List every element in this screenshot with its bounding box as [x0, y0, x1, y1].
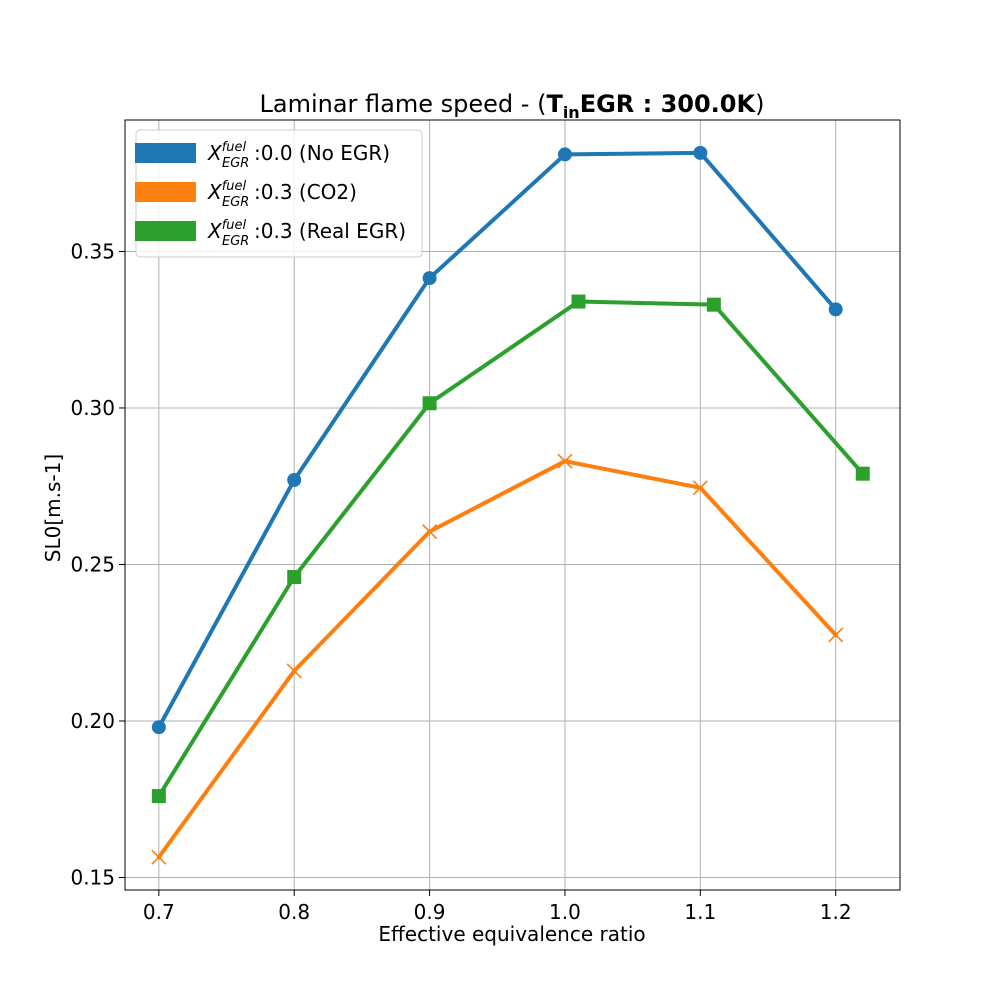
ticks: 0.7 0.8 0.9 1.0 1.1 1.2 0.15 0.20 0.25 0.30 0.35: [70, 239, 851, 924]
series-no-egr: [151, 145, 843, 735]
x-tick-label: 0.7: [143, 900, 175, 924]
legend-sup: fuel: [222, 218, 247, 233]
data-point-real-egr: [571, 294, 586, 309]
legend-rest: :0.0 (No EGR): [254, 141, 390, 165]
data-point-co2: [692, 480, 708, 496]
x-tick-label: 1.0: [549, 900, 581, 924]
data-point-no-egr: [151, 720, 166, 735]
y-tick-label: 0.25: [70, 552, 115, 576]
legend-swatch-no-egr: [135, 143, 196, 163]
y-axis-label: SL0[m.s-1]: [41, 454, 65, 562]
plot-frame: [124, 119, 901, 891]
legend-sup: fuel: [222, 140, 247, 155]
legend-var: X: [207, 219, 223, 243]
legend-sub: EGR: [222, 156, 249, 171]
series-line-real-egr: [156, 299, 865, 799]
data-point-real-egr: [855, 466, 870, 481]
legend-sub: EGR: [222, 195, 249, 210]
data-point-real-egr: [706, 297, 721, 312]
data-point-no-egr: [422, 271, 437, 286]
legend-var: X: [207, 180, 223, 204]
series-layer: [151, 145, 870, 865]
data-point-no-egr: [287, 472, 302, 487]
legend-sub: EGR: [222, 234, 249, 249]
legend-entry-no-egr: Xfuel EGR :0.0 (No EGR): [135, 140, 390, 171]
data-point-no-egr: [828, 302, 843, 317]
series-co2: [151, 453, 844, 865]
legend-label-co2: Xfuel EGR :0.3 (CO2): [207, 179, 357, 210]
y-tick-label: 0.35: [70, 239, 115, 263]
y-tick-label: 0.15: [70, 865, 115, 889]
legend: Xfuel EGR:0.0 (No EGR)Xfuel EGR:0.3 (CO2)X…: [135, 129, 423, 258]
x-tick-label: 0.9: [414, 900, 446, 924]
legend-swatch-co2: [135, 182, 196, 202]
series-line-co2: [156, 459, 838, 860]
legend-label-no-egr: Xfuel EGR :0.0 (No EGR): [207, 140, 390, 171]
chart-title: Laminar flame speed - (TinEGR : 300.0K): [260, 90, 765, 122]
title-prefix: Laminar flame speed - (: [260, 90, 547, 118]
data-point-real-egr: [151, 789, 166, 804]
data-point-real-egr: [422, 396, 437, 411]
data-point-no-egr: [557, 147, 572, 162]
x-axis-label: Effective equivalence ratio: [378, 922, 645, 946]
series-line-no-egr: [156, 150, 838, 730]
data-point-real-egr: [287, 569, 302, 584]
data-point-co2: [828, 627, 844, 643]
legend-entry-real-egr: Xfuel EGR :0.3 (Real EGR): [135, 218, 406, 249]
data-point-co2: [151, 849, 167, 865]
title-bold-t: T: [546, 90, 563, 118]
x-tick-label: 1.1: [684, 900, 716, 924]
y-tick-label: 0.30: [70, 396, 115, 420]
x-tick-label: 0.8: [278, 900, 310, 924]
title-suffix: ): [755, 90, 764, 118]
data-point-no-egr: [693, 145, 708, 160]
title-bold-rest: EGR : 300.0K: [580, 90, 757, 118]
legend-swatch-real-egr: [135, 221, 196, 241]
series-real-egr: [151, 294, 870, 804]
data-point-co2: [557, 453, 573, 469]
legend-rest: :0.3 (Real EGR): [254, 219, 406, 243]
data-point-co2: [286, 663, 302, 679]
data-point-co2: [422, 524, 438, 540]
title-bold-sub: in: [563, 103, 580, 122]
legend-var: X: [207, 141, 223, 165]
x-tick-label: 1.2: [820, 900, 852, 924]
legend-label-real-egr: Xfuel EGR :0.3 (Real EGR): [207, 218, 406, 249]
y-tick-label: 0.20: [70, 709, 115, 733]
legend-sup: fuel: [222, 179, 247, 194]
legend-rest: :0.3 (CO2): [254, 180, 357, 204]
legend-entry-co2: Xfuel EGR :0.3 (CO2): [135, 179, 357, 210]
